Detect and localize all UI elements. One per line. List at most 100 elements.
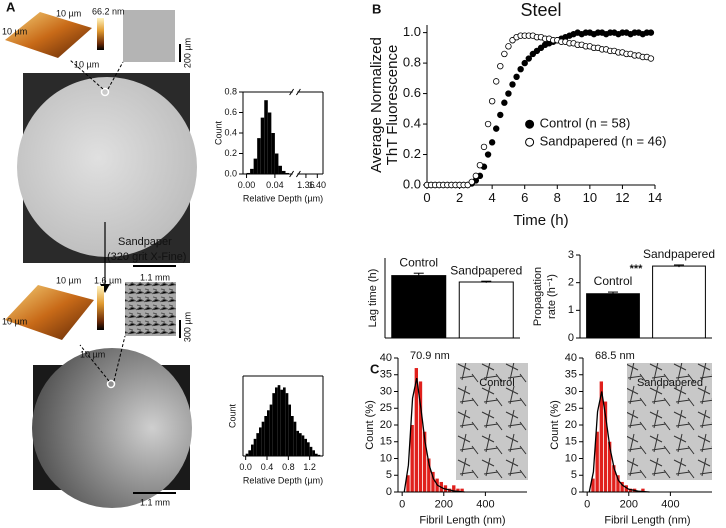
bar — [652, 265, 706, 339]
x-tick-label: 6 — [521, 190, 528, 205]
color-bar — [97, 286, 104, 330]
scale-label: 1.1 mm — [140, 272, 170, 282]
histogram-bar — [269, 404, 273, 456]
scale-label: 1.1 mm — [140, 497, 170, 507]
y-tick-label: 0.0 — [403, 176, 421, 191]
histogram-bar — [264, 416, 267, 456]
histogram-bar — [259, 427, 262, 456]
legend-label: Sandpapered (n = 46) — [540, 134, 667, 149]
histogram-bar — [406, 475, 410, 492]
y-tick-label: 0.4 — [224, 127, 237, 137]
scale-label: 200 µm — [182, 38, 192, 68]
histogram-bar — [275, 387, 278, 456]
bar — [458, 281, 514, 339]
x-axis-label: Time (h) — [513, 212, 568, 229]
afm-scale: 10 µm — [2, 316, 27, 326]
y-tick-label: 1 — [568, 304, 574, 316]
y-tick-label: 25 — [565, 402, 577, 414]
histogram-bar — [317, 454, 321, 456]
histogram-bar — [288, 404, 291, 456]
inset-label: Sandpapered — [637, 377, 703, 389]
x-tick-label: 0.00 — [238, 180, 256, 190]
histogram-bar — [307, 442, 310, 456]
y-tick-label: 35 — [565, 369, 577, 381]
y-tick-label: 0.6 — [403, 85, 421, 100]
histogram-bar — [422, 431, 427, 492]
afm-scale: 10 µm — [80, 349, 105, 359]
histogram-bar — [285, 393, 289, 456]
zoom-marker — [100, 87, 110, 97]
bar-label: Control — [399, 255, 438, 269]
data-point — [521, 59, 528, 67]
y-tick-label: 25 — [380, 402, 392, 414]
data-point — [509, 81, 516, 88]
histogram-bar — [272, 393, 275, 456]
afm-scale: 10 µm — [56, 275, 81, 285]
x-tick-label: 200 — [620, 499, 638, 511]
sem-inset — [125, 282, 176, 336]
legend-marker — [525, 119, 535, 129]
data-point — [488, 97, 496, 105]
x-tick-label: 1.2 — [303, 462, 316, 472]
y-tick-label: 0.6 — [224, 107, 237, 117]
histogram-bar — [253, 158, 258, 174]
zoom-marker — [106, 379, 116, 389]
bar — [391, 275, 447, 339]
y-tick-label: 0.8 — [224, 86, 237, 96]
histogram-bar — [628, 488, 633, 492]
histogram-bar — [452, 485, 456, 492]
data-point — [497, 111, 504, 119]
x-tick-label: 1.40 — [309, 180, 327, 190]
histogram-bar — [620, 481, 624, 492]
z-range: 1.6 µm — [94, 275, 122, 285]
axis-break — [289, 170, 295, 178]
data-point — [517, 65, 524, 73]
y-tick-label: 10 — [565, 452, 577, 464]
chart-title: Steel — [520, 0, 561, 20]
zoom-line — [107, 61, 124, 90]
y-axis-label: Count — [227, 404, 237, 429]
y-tick-label: 30 — [565, 385, 577, 397]
histogram-bar — [296, 430, 299, 456]
histogram-bar — [267, 410, 270, 456]
y-tick-label: 0.4 — [403, 115, 421, 130]
y-axis-label: Count (%) — [364, 400, 376, 450]
y-axis-label: Count — [213, 121, 223, 146]
y-tick-label: 15 — [565, 436, 577, 448]
fit-curve — [403, 377, 465, 493]
peak-label: 70.9 nm — [410, 350, 450, 362]
y-axis-label: ThT Fluorescence — [384, 45, 401, 166]
histogram-bar — [309, 446, 313, 456]
x-tick-label: 400 — [661, 499, 679, 511]
x-tick-label: 0.04 — [266, 180, 284, 190]
data-point — [484, 151, 492, 158]
histogram-bar — [456, 488, 460, 492]
histogram-bar — [612, 465, 616, 492]
y-tick-label: 20 — [565, 419, 577, 431]
histogram-bar — [304, 438, 307, 456]
bar-label: Sandpapered — [450, 263, 522, 277]
histogram-bar — [410, 425, 414, 492]
data-point — [525, 55, 532, 62]
data-point — [647, 29, 655, 36]
bar-label: Sandpapered — [643, 247, 715, 261]
y-tick-label: 5 — [386, 469, 392, 481]
histogram-bar — [261, 421, 265, 456]
fit-curve — [588, 391, 650, 493]
zoom-line — [69, 59, 104, 90]
panel-letter: C — [370, 361, 380, 376]
y-tick-label: 30 — [380, 385, 392, 397]
scale-label: 300 µm — [182, 312, 192, 342]
legend-marker — [525, 137, 535, 147]
histogram-bar — [260, 117, 265, 174]
histogram-bar — [624, 485, 628, 492]
histogram-bar — [603, 401, 608, 492]
histogram-bar — [274, 153, 279, 174]
sem-inset — [123, 10, 175, 62]
y-tick-label: 15 — [380, 436, 392, 448]
y-tick-label: 10 — [380, 452, 392, 464]
afm-scale: 10 µm — [74, 59, 99, 69]
data-point — [501, 99, 508, 106]
tem-image — [627, 363, 712, 480]
significance: *** — [630, 263, 644, 275]
